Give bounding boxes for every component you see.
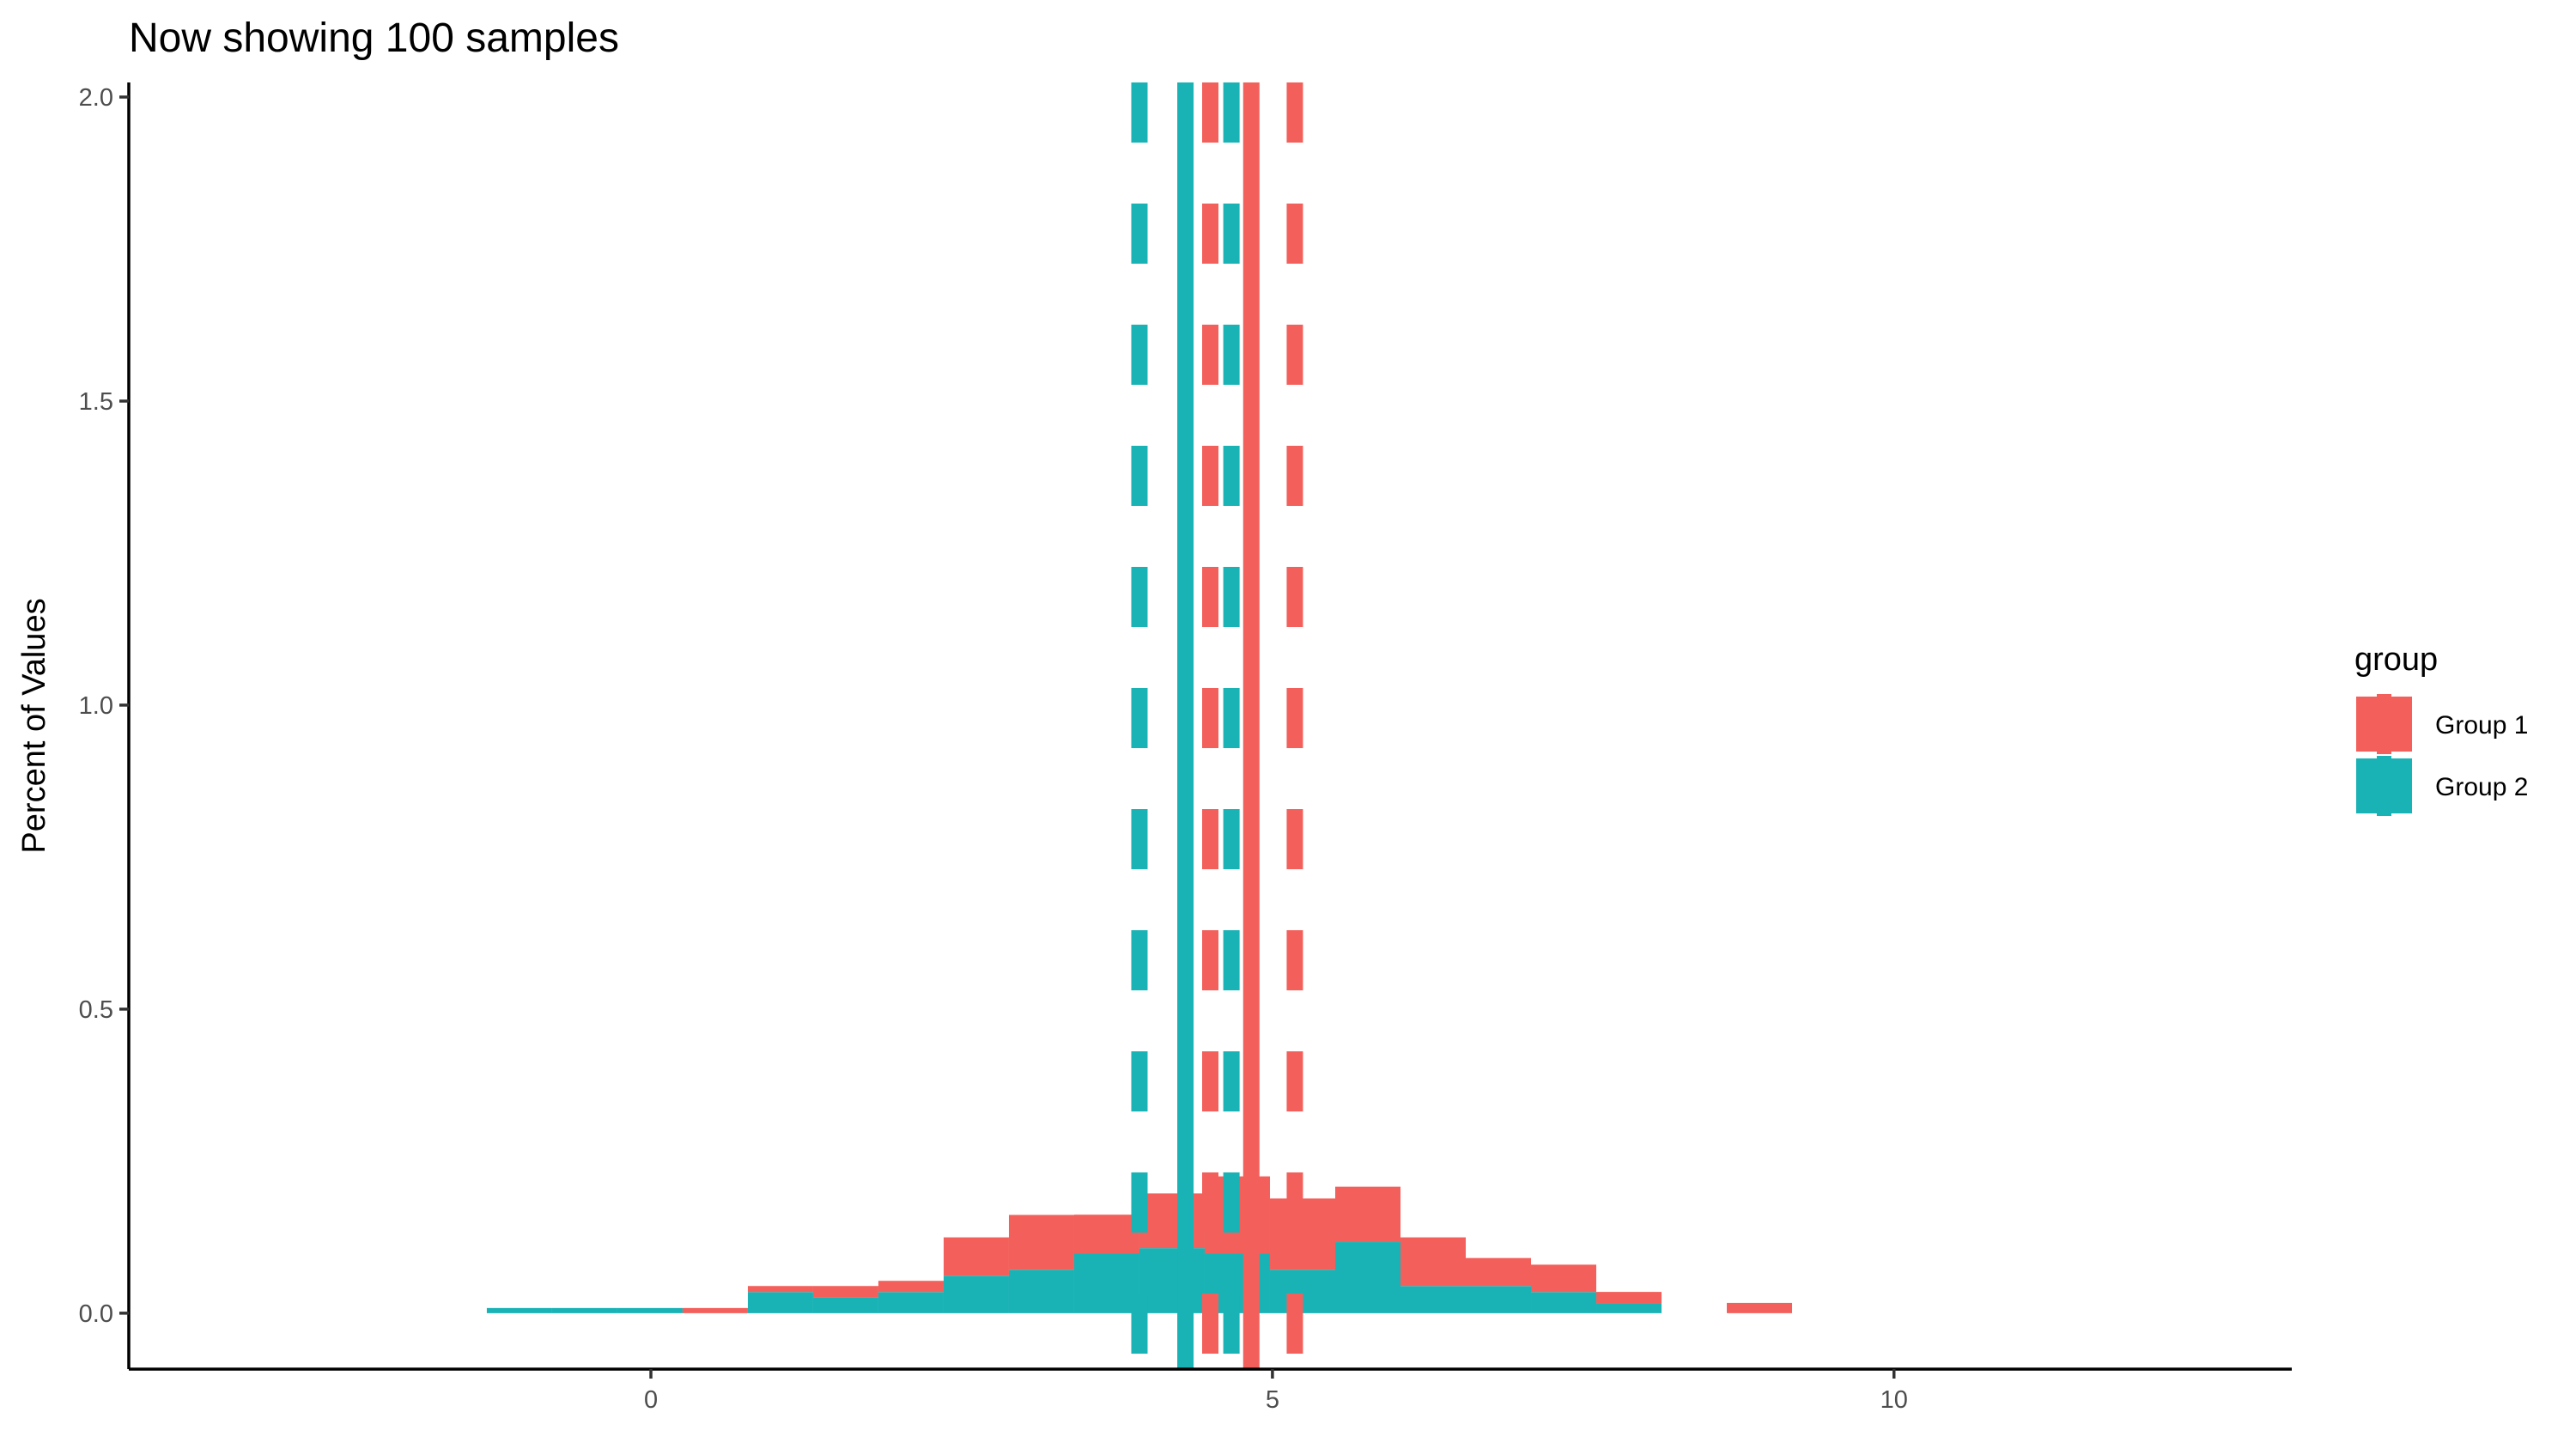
legend-key-line-2 <box>2377 756 2391 816</box>
axes <box>127 82 2292 1371</box>
x-tick-label: 10 <box>1880 1386 1908 1414</box>
x-ticks: 0 5 10 <box>644 1369 1908 1414</box>
bar-group-2 <box>878 1292 944 1313</box>
bar-group-2 <box>943 1275 1009 1313</box>
bar-group-1 <box>943 1237 1009 1276</box>
bar-group-1 <box>1727 1302 1793 1313</box>
bar-group-1 <box>1466 1257 1532 1287</box>
bar-group-2 <box>1531 1292 1597 1313</box>
legend-title: group <box>2354 642 2438 678</box>
reference-lines <box>1131 82 1303 1369</box>
bar-group-2 <box>1596 1303 1662 1313</box>
legend-label: Group 2 <box>2435 773 2528 801</box>
bar-group-2 <box>1334 1242 1400 1313</box>
bar-group-1 <box>1596 1292 1662 1304</box>
bar-group-1 <box>747 1286 813 1293</box>
y-tick-label: 0.5 <box>79 996 113 1024</box>
bar-group-1 <box>1531 1264 1597 1293</box>
chart-title: Now showing 100 samples <box>129 15 619 61</box>
x-tick-label: 5 <box>1266 1386 1279 1414</box>
bar-group-2 <box>1008 1269 1074 1313</box>
bar-group-2 <box>747 1292 813 1313</box>
bar-group-1 <box>682 1307 748 1313</box>
bar-group-1 <box>1073 1215 1139 1254</box>
bar-group-1 <box>812 1286 878 1298</box>
bar-group-1 <box>1008 1215 1074 1270</box>
legend-key-line-1 <box>2377 694 2391 754</box>
bar-group-2 <box>1139 1248 1205 1313</box>
bar-group-1 <box>1400 1237 1467 1287</box>
bar-group-2 <box>551 1307 617 1313</box>
bar-group-1 <box>878 1281 944 1293</box>
bar-group-2 <box>1073 1253 1139 1313</box>
x-tick-label: 0 <box>644 1386 658 1414</box>
bar-group-2 <box>486 1307 552 1313</box>
y-tick-label: 1.0 <box>79 692 113 720</box>
bar-group-2 <box>617 1307 683 1313</box>
bar-group-2 <box>1466 1286 1532 1313</box>
y-tick-label: 2.0 <box>79 84 113 112</box>
bar-group-1 <box>1139 1193 1205 1249</box>
legend: group Group 1 Group 2 <box>2354 642 2528 816</box>
bar-group-1 <box>1334 1186 1400 1243</box>
y-tick-label: 1.5 <box>79 388 113 416</box>
y-axis-title: Percent of Values <box>16 598 52 853</box>
legend-label: Group 1 <box>2435 711 2528 740</box>
y-tick-label: 0.0 <box>79 1300 113 1328</box>
y-ticks: 0.0 0.5 1.0 1.5 2.0 <box>79 84 129 1328</box>
bar-group-2 <box>812 1297 878 1313</box>
bar-group-2 <box>1400 1286 1467 1313</box>
